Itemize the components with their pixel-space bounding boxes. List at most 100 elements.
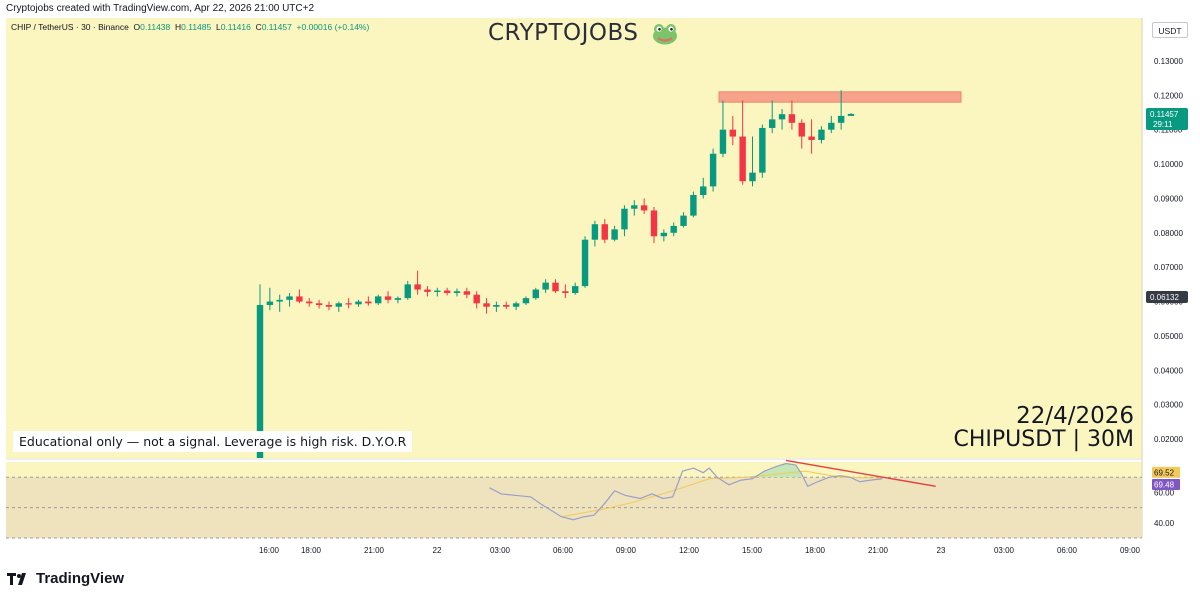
- candle-body: [473, 294, 480, 304]
- x-tick-label: 06:00: [553, 546, 574, 555]
- candle-body: [660, 232, 668, 237]
- candle-body: [315, 303, 323, 306]
- rsi-value-text: 69.48: [1154, 480, 1175, 489]
- x-tick-label: 09:00: [616, 546, 637, 555]
- page-title: CRYPTOJOBS: [488, 20, 678, 46]
- candle-body: [443, 290, 451, 293]
- credit-line: Cryptojobs created with TradingView.com,…: [6, 3, 315, 14]
- date-text: 22/4/2026: [1016, 403, 1134, 429]
- candle-body: [818, 129, 825, 140]
- y-tick-label: 0.11000: [1154, 126, 1183, 135]
- x-tick-label: 21:00: [364, 546, 385, 555]
- rsi-tick-label: 60.00: [1154, 488, 1175, 497]
- tradingview-logo[interactable]: TradingView: [7, 570, 124, 587]
- candle-body: [739, 136, 746, 182]
- candle-body: [434, 290, 441, 292]
- open-value: 0.11438: [140, 22, 171, 32]
- candle-body: [749, 172, 756, 182]
- x-tick-label: 18:00: [301, 546, 322, 555]
- candle-body: [503, 305, 510, 307]
- candle-body: [522, 298, 530, 304]
- rsi-value-box: [1152, 478, 1180, 490]
- main-pane-bg: [6, 18, 1142, 458]
- candle-body: [414, 284, 421, 290]
- x-tick-label: 03:00: [490, 546, 511, 555]
- title-text: CRYPTOJOBS: [488, 20, 639, 46]
- candle-body: [306, 301, 313, 304]
- low-label: L: [215, 22, 221, 32]
- candle-body: [837, 115, 845, 123]
- brand-text: TradingView: [36, 570, 125, 587]
- currency-button[interactable]: USDT: [1152, 22, 1188, 38]
- candle-body: [759, 127, 766, 173]
- pair-text: CHIPUSDT | 30M: [953, 427, 1134, 452]
- y-tick-label: 0.07000: [1154, 263, 1183, 272]
- price-label-text: 0.06132: [1150, 293, 1179, 302]
- candle-body: [512, 303, 520, 307]
- x-tick-label: 03:00: [994, 546, 1015, 555]
- candle-body: [325, 305, 333, 307]
- candle-body: [670, 225, 677, 233]
- x-tick-label: 16:00: [259, 546, 280, 555]
- candle-body: [375, 296, 382, 304]
- close-label: C: [255, 22, 262, 32]
- rsi-overbought-fill: [752, 463, 802, 478]
- rsi-line: [489, 462, 883, 521]
- candle-body: [581, 239, 589, 287]
- high-label: H: [175, 22, 182, 32]
- candle-body: [256, 305, 264, 458]
- date-stamp: 22/4/2026 CHIPUSDT | 30M: [954, 404, 1134, 452]
- candle-body: [729, 129, 736, 137]
- candle-body: [404, 284, 411, 299]
- tradingview-icon: [7, 573, 26, 585]
- y-tick-label: 0.08000: [1154, 229, 1183, 238]
- x-tick-label: 06:00: [1057, 546, 1078, 555]
- candle-body: [601, 224, 608, 240]
- candle-body: [552, 282, 559, 292]
- y-tick-label: 0.12000: [1154, 91, 1183, 100]
- open-label: O: [133, 22, 141, 32]
- candle-body: [483, 303, 490, 307]
- candle-body: [542, 282, 549, 290]
- candle-body: [384, 296, 392, 300]
- candle-body: [778, 114, 786, 120]
- frog-icon: [653, 23, 678, 44]
- candle-body: [286, 296, 293, 300]
- rsi-trendline: [785, 459, 936, 488]
- x-tick-label: 09:00: [1120, 546, 1141, 555]
- candle-body: [562, 291, 569, 293]
- candle-body: [296, 296, 303, 302]
- price-label-box: [1146, 107, 1188, 130]
- candle-body: [640, 205, 648, 211]
- price-label-text: 0.11457: [1150, 110, 1179, 119]
- symbol-name: CHIP / TetherUS · 30 · Binance: [11, 22, 129, 32]
- close-value: 0.11457: [261, 22, 292, 32]
- rsi-band: [6, 477, 1142, 538]
- candle-body: [621, 208, 628, 230]
- candle-body: [680, 215, 687, 226]
- y-tick-label: 0.10000: [1154, 160, 1183, 169]
- price-label-countdown: 29:11: [1153, 120, 1173, 129]
- candle-body: [266, 301, 274, 306]
- rsi-value-box: [1152, 466, 1180, 478]
- symbol-legend: CHIP / TetherUS · 30 · Binance O0.11438 …: [11, 22, 369, 32]
- rsi-tick-label: 40.00: [1154, 519, 1175, 528]
- candle-body: [847, 113, 855, 116]
- candle-body: [769, 119, 776, 128]
- x-tick-label: 12:00: [679, 546, 700, 555]
- resistance-zone: [718, 91, 962, 103]
- y-tick-label: 0.05000: [1154, 332, 1183, 341]
- candle-body: [493, 305, 500, 307]
- candle-body: [276, 299, 283, 302]
- candle-body: [453, 291, 461, 293]
- y-tick-label: 0.02000: [1154, 435, 1183, 444]
- candle-body: [463, 291, 471, 295]
- candle-body: [335, 303, 342, 307]
- candle-body: [591, 224, 599, 240]
- disclaimer-box: Educational only — not a signal. Leverag…: [13, 431, 413, 452]
- price-label-box: [1146, 291, 1188, 304]
- candle-body: [394, 298, 402, 300]
- y-tick-label: 0.03000: [1154, 401, 1183, 410]
